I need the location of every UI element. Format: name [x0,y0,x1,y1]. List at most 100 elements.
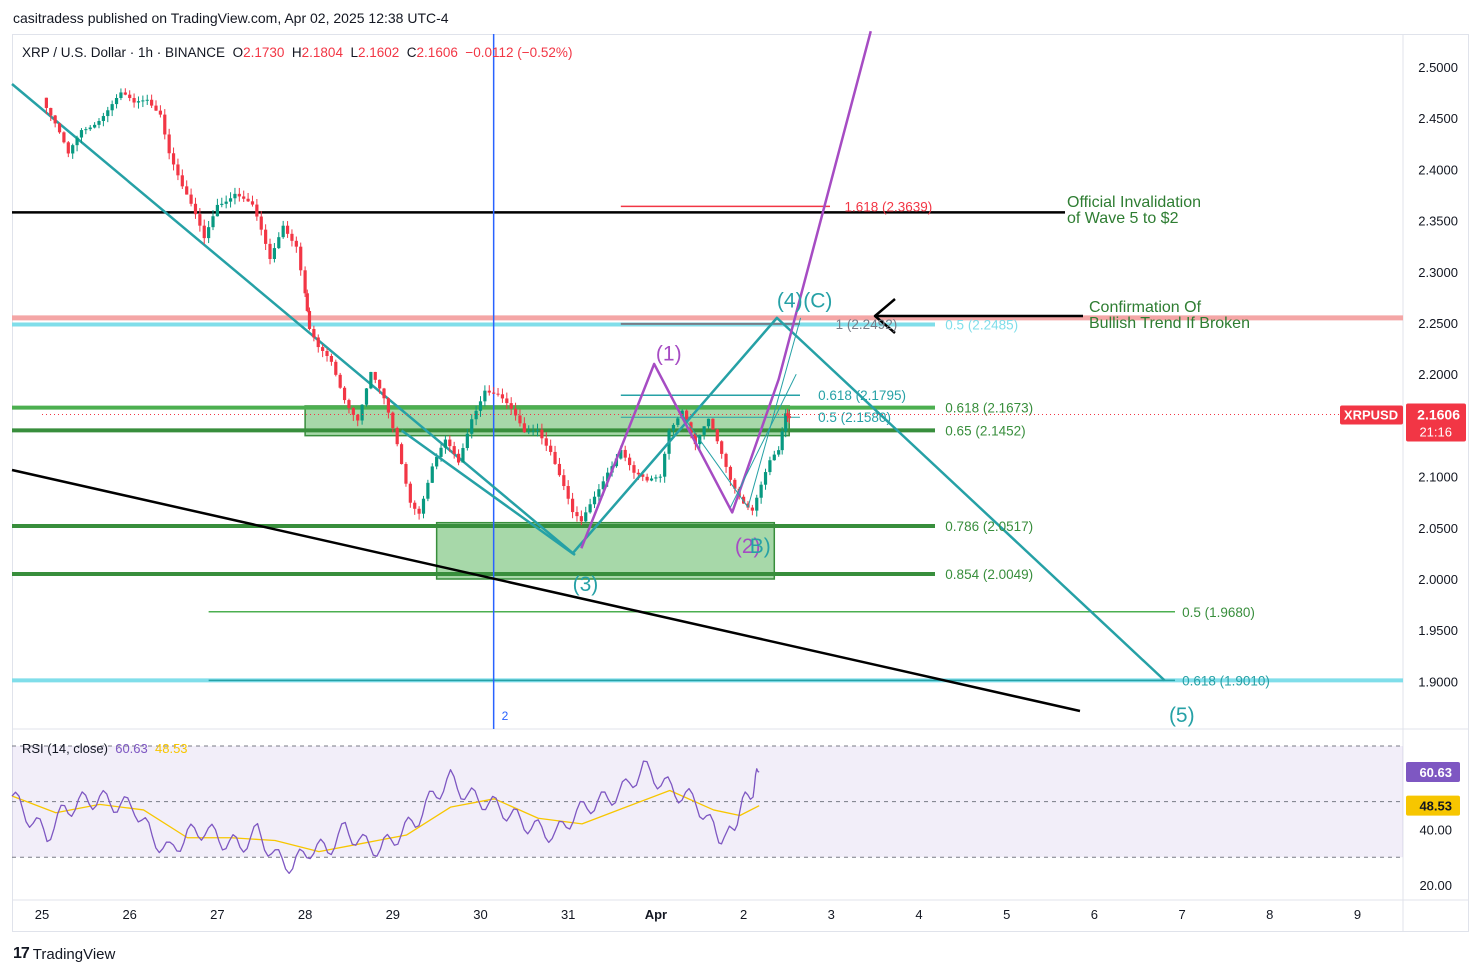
candle-body [632,465,636,473]
candle-body [777,450,781,455]
rsi-line [11,760,760,875]
candle-body [544,438,548,446]
tradingview-logo-icon: 17 [13,945,30,962]
candle-body [342,387,347,401]
candle-body [619,449,623,459]
candle-body [356,414,360,421]
wave-label-2: (C) [803,289,832,312]
candle-body [145,99,149,101]
time-tick-label-10: 4 [915,907,922,922]
candle-body [496,393,500,395]
candle-body [715,429,719,442]
candle-body [189,194,193,204]
candle-body [106,110,110,117]
footer-brand[interactable]: 17 TradingView [13,945,115,963]
candle-body [570,498,575,513]
candle-body [88,127,92,130]
candle-body [285,225,290,234]
candle-body [654,477,658,479]
fib-label-10: 0.618 (1.9010) [1182,673,1270,688]
candle-body [246,198,250,202]
candle-body [163,114,167,135]
candle-body [281,225,285,238]
candle-body [114,97,119,105]
candle-body [456,453,461,463]
fib-label-1: 1 (2.2492) [836,317,898,332]
time-tick-label-15: 9 [1354,907,1361,922]
candle-body [448,439,452,447]
price-tick-label-4: 2.3000 [1418,265,1458,280]
invalidation-line-2: of Wave 5 to $2 [1067,210,1179,227]
time-tick-label-11: 5 [1003,907,1010,922]
time-tick-label-12: 6 [1091,907,1098,922]
candle-body [290,233,294,241]
confirmation-line-1: Confirmation Of [1089,299,1202,316]
candle-body [557,463,562,476]
candle-body [154,105,158,111]
price-tick-label-8: 2.1000 [1418,470,1458,485]
candle-body [483,390,487,402]
candle-body [93,124,97,128]
candle-body [759,484,763,498]
invalidation-annotation: Official Invalidation of Wave 5 to $2 [1067,195,1201,227]
candle-body [566,486,570,499]
candle-body [465,433,469,449]
wave-b-thin-line [681,317,802,508]
low-value: 2.1602 [357,45,400,60]
candle-body [101,116,105,121]
candle-body [123,92,127,95]
support-zone [435,521,776,580]
candle-body [316,337,320,348]
candle-body [321,347,325,351]
time-tick-label-6: 31 [561,907,575,922]
candle-body [435,456,439,467]
elliott-wave-teal [400,316,1166,682]
candle-body [606,472,610,482]
fib-label-0: 1.618 (2.3639) [844,199,932,214]
candle-body [658,476,662,478]
low-label: L [350,45,358,60]
candle-body [443,439,448,448]
candle-body [202,225,206,239]
candle-body [84,129,88,131]
candle-body [268,243,272,259]
price-tick-label-5: 2.2500 [1418,316,1458,331]
close-label: C [406,45,417,60]
publisher-line: casitradess published on TradingView.com… [13,10,449,26]
price-tick-label-11: 1.9500 [1418,623,1458,638]
candle-body [785,413,790,416]
price-tick-label-3: 2.3500 [1418,214,1458,229]
candle-body [399,444,404,465]
fib-label-9: 0.5 (1.9680) [1182,605,1255,620]
candle-body [531,430,535,432]
candle-body [575,512,579,517]
candle-body [211,216,215,228]
candle-body [549,445,553,452]
high-label: H [291,45,302,60]
candle-body [364,388,369,405]
elliott-wave-purple [580,30,872,549]
time-tick-label-13: 7 [1178,907,1185,922]
rsi-ma-badge-label: 48.53 [1419,799,1452,814]
candle-body [351,408,355,415]
candle-body [430,466,434,483]
candle-body [645,476,649,481]
fib-label-3: 0.618 (2.1795) [818,388,906,403]
candle-body [663,453,667,477]
rsi-label: RSI (14, close) [22,741,108,756]
candle-body [592,496,597,505]
confirmation-line-2: Bullish Trend If Broken [1089,315,1250,332]
candle-body [264,229,268,244]
time-tick-label-1: 26 [122,907,136,922]
invalidation-line-1: Official Invalidation [1067,194,1201,211]
candle-body [334,361,338,375]
candle-body [505,398,509,404]
candle-body [535,429,540,431]
rsi-ma-value: 48.53 [155,741,188,756]
candle-body [518,415,522,424]
candle-body [763,472,768,485]
time-tick-label-14: 8 [1266,907,1273,922]
candle-body [193,203,198,215]
candle-body [540,429,544,439]
